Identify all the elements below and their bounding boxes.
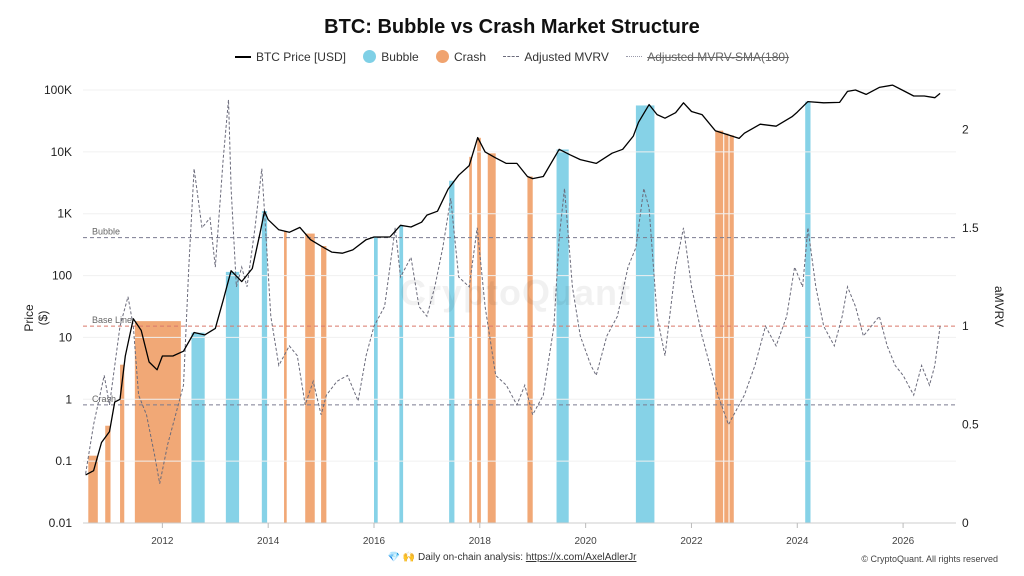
footer-text: 💎 🙌 Daily on-chain analysis: bbox=[387, 552, 526, 563]
legend-label: Crash bbox=[454, 49, 487, 64]
crash-band bbox=[724, 133, 729, 523]
crash-band bbox=[487, 153, 496, 524]
y-right-tick-label: 1.5 bbox=[962, 221, 979, 235]
threshold-label: Base Line bbox=[92, 315, 132, 325]
legend-label: Adjusted MVRV-SMA(180) bbox=[647, 49, 790, 64]
legend-line-swatch bbox=[234, 55, 251, 58]
legend-item-price[interactable]: BTC Price [USD] bbox=[234, 49, 346, 64]
bubble-band bbox=[261, 211, 268, 523]
y-right-tick-label: 0.5 bbox=[962, 418, 979, 432]
threshold-label: Crash bbox=[92, 394, 116, 404]
y-right-tick-label: 0 bbox=[962, 516, 969, 530]
legend-label: Bubble bbox=[381, 49, 419, 64]
threshold-label: Bubble bbox=[92, 227, 120, 237]
x-tick-label: 2024 bbox=[786, 536, 809, 547]
y-axis-left-label: Price ($) bbox=[22, 304, 50, 332]
y-left-tick-label: 0.1 bbox=[55, 454, 72, 468]
bubble-band bbox=[635, 105, 655, 523]
highlight-bands bbox=[88, 101, 811, 524]
crash-band bbox=[477, 137, 481, 523]
bubble-band bbox=[805, 101, 811, 524]
chart-title: BTC: Bubble vs Crash Market Structure bbox=[324, 16, 700, 38]
y-left-tick-label: 100K bbox=[44, 83, 72, 97]
legend[interactable]: BTC Price [USD] Bubble Crash Adjusted MV… bbox=[0, 49, 1024, 64]
crash-band bbox=[305, 233, 315, 523]
y-right-tick-label: 2 bbox=[962, 122, 969, 136]
bubble-band bbox=[374, 237, 378, 523]
x-tick-label: 2012 bbox=[151, 536, 174, 547]
x-tick-label: 2016 bbox=[363, 536, 386, 547]
x-tick-label: 2014 bbox=[257, 536, 280, 547]
y-right-tick-label: 1 bbox=[962, 319, 969, 333]
crash-band bbox=[120, 364, 125, 523]
copyright: © CryptoQuant. All rights reserved bbox=[861, 554, 998, 564]
bubble-band bbox=[225, 271, 240, 523]
x-tick-label: 2022 bbox=[680, 536, 703, 547]
legend-circle-swatch bbox=[363, 50, 377, 64]
y-left-tick-label: 1 bbox=[65, 392, 72, 406]
legend-item-bubble[interactable]: Bubble bbox=[363, 49, 419, 64]
threshold-lines: Bubble Base Line Crash bbox=[83, 227, 956, 406]
footer-link[interactable]: https://x.com/AxelAdlerJr bbox=[525, 552, 637, 563]
legend-dash-swatch bbox=[503, 56, 520, 58]
bubble-band bbox=[556, 149, 569, 523]
legend-item-mvrv-sma[interactable]: Adjusted MVRV-SMA(180) bbox=[626, 50, 789, 64]
bubble-band bbox=[449, 180, 455, 523]
legend-label: BTC Price [USD] bbox=[255, 49, 346, 64]
watermark: CryptoQuant bbox=[400, 272, 631, 313]
crash-band bbox=[715, 130, 724, 524]
crash-band bbox=[105, 425, 111, 523]
axes: 2012 2014 2016 2018 2020 2022 2024 2026 0.01 0.1 1… bbox=[44, 83, 979, 547]
series bbox=[85, 84, 941, 484]
legend-label: Adjusted MVRV bbox=[524, 49, 609, 64]
legend-item-mvrv[interactable]: Adjusted MVRV bbox=[503, 50, 609, 64]
y-left-tick-label: 10K bbox=[51, 145, 72, 159]
bubble-band bbox=[399, 225, 404, 523]
x-tick-label: 2026 bbox=[892, 536, 915, 547]
y-left-tick-label: 0.01 bbox=[49, 516, 73, 530]
x-tick-label: 2018 bbox=[469, 536, 492, 547]
crash-band bbox=[134, 321, 181, 523]
y-left-tick-label: 1K bbox=[57, 207, 72, 221]
legend-item-crash[interactable]: Crash bbox=[436, 50, 486, 64]
price-line bbox=[85, 84, 941, 476]
mvrv-line bbox=[85, 99, 941, 484]
footer: 💎 🙌 Daily on-chain analysis: https://x.c… bbox=[0, 552, 1024, 563]
crash-band bbox=[321, 246, 327, 523]
y-left-tick-label: 100 bbox=[52, 269, 72, 283]
x-tick-label: 2020 bbox=[575, 536, 598, 547]
crash-band bbox=[284, 231, 287, 523]
crash-band bbox=[469, 156, 472, 524]
legend-circle-swatch bbox=[436, 50, 450, 64]
y-axis-right-label: aMVRV bbox=[992, 286, 1006, 328]
crash-band bbox=[527, 176, 533, 523]
legend-dot-swatch bbox=[626, 56, 643, 58]
y-left-tick-label: 10 bbox=[59, 330, 73, 344]
bubble-band bbox=[191, 332, 205, 523]
crash-band bbox=[729, 135, 734, 523]
crash-band bbox=[88, 455, 98, 523]
